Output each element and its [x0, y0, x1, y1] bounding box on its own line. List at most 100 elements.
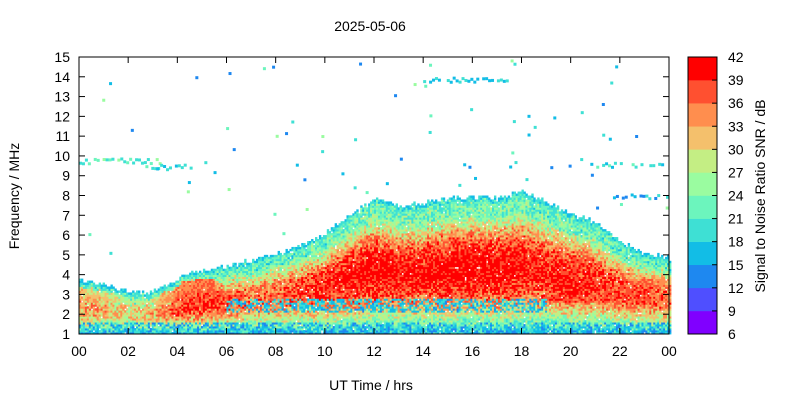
heatmap-cell — [134, 330, 137, 333]
heatmap-cell — [161, 298, 164, 301]
heatmap-cell — [236, 310, 239, 313]
heatmap-cell — [212, 314, 216, 317]
heatmap-cell — [139, 318, 143, 321]
heatmap-cell — [134, 320, 137, 323]
heatmap-cell — [132, 302, 135, 305]
heatmap-cell — [163, 296, 166, 299]
heatmap-cell — [112, 292, 115, 295]
heatmap-cell — [84, 328, 88, 331]
heatmap-cell — [161, 326, 164, 329]
heatmap-cell — [80, 324, 84, 327]
heatmap-cell — [214, 300, 218, 303]
heatmap-cell — [82, 320, 86, 323]
heatmap-cell — [197, 308, 200, 311]
heatmap-cell — [208, 280, 212, 283]
heatmap-cell — [88, 300, 92, 303]
heatmap-cell — [236, 306, 239, 309]
heatmap-cell — [98, 322, 102, 325]
heatmap-cell — [165, 290, 168, 293]
heatmap-cell — [226, 284, 229, 287]
heatmap-cell — [226, 328, 229, 331]
heatmap-cell — [177, 286, 180, 289]
heatmap-cell — [167, 312, 170, 315]
heatmap-cell — [136, 310, 139, 313]
heatmap-cell — [147, 330, 151, 333]
heatmap-cell — [210, 274, 214, 278]
heatmap-cell — [175, 330, 178, 333]
heatmap-cell — [151, 294, 155, 297]
heatmap-cell — [167, 298, 170, 301]
heatmap-cell — [193, 302, 196, 305]
heatmap-cell — [200, 332, 204, 335]
heatmap-cell — [112, 328, 115, 331]
heatmap-cell — [124, 294, 127, 297]
heatmap-cell — [197, 316, 200, 319]
heatmap-cell — [132, 318, 135, 321]
heatmap-cell — [108, 286, 111, 289]
heatmap-cell — [177, 288, 180, 291]
heatmap-cell — [82, 302, 86, 305]
heatmap-cell — [126, 314, 129, 317]
heatmap-cell — [151, 308, 155, 311]
heatmap-cell — [145, 310, 149, 313]
heatmap-cell — [236, 294, 239, 297]
heatmap-cell — [112, 286, 115, 289]
heatmap-cell — [181, 280, 184, 283]
heatmap-cell — [147, 308, 151, 311]
heatmap-cell — [173, 296, 176, 299]
heatmap-cell — [161, 324, 164, 327]
heatmap-cell — [106, 294, 109, 297]
heatmap-cell — [138, 296, 141, 299]
heatmap-cell — [198, 314, 202, 317]
heatmap-cell — [112, 314, 115, 317]
heatmap-cell — [208, 312, 212, 315]
heatmap-cell — [143, 328, 147, 331]
heatmap-cell — [145, 320, 149, 323]
heatmap-cell — [181, 282, 184, 285]
heatmap-cell — [98, 292, 102, 295]
heatmap-cell — [138, 324, 141, 327]
heatmap-cell — [173, 308, 176, 311]
heatmap-cell — [118, 308, 121, 311]
heatmap-cell — [206, 332, 210, 335]
heatmap-cell — [155, 302, 159, 305]
heatmap-cell — [86, 314, 90, 317]
heatmap-cell — [202, 306, 206, 309]
heatmap-cell — [198, 330, 202, 333]
heatmap-cell — [82, 318, 86, 321]
heatmap-cell — [195, 300, 198, 303]
heatmap-cell — [232, 310, 235, 313]
heatmap-cell — [94, 304, 98, 307]
heatmap-cell — [124, 330, 127, 333]
heatmap-cell — [187, 284, 190, 287]
heatmap-cell — [181, 316, 184, 319]
heatmap-cell — [208, 304, 212, 307]
heatmap-cell — [116, 330, 119, 333]
heatmap-cell — [204, 308, 208, 311]
heatmap-cell — [165, 298, 168, 301]
heatmap-cell — [139, 332, 143, 335]
heatmap-cell — [222, 322, 225, 325]
heatmap-cell — [181, 278, 184, 281]
heatmap-cell — [204, 310, 208, 313]
heatmap-cell — [202, 292, 206, 295]
heatmap-cell — [181, 306, 184, 309]
heatmap-cell — [82, 308, 86, 311]
heatmap-cell — [173, 290, 176, 293]
heatmap-cell — [151, 296, 155, 299]
heatmap-cell — [181, 298, 184, 301]
heatmap-cell — [222, 300, 225, 303]
heatmap-cell — [244, 258, 247, 262]
heatmap-cell — [155, 328, 159, 331]
heatmap-cell — [108, 310, 111, 313]
heatmap-cell — [204, 300, 208, 303]
heatmap-cell — [134, 292, 137, 295]
heatmap-cell — [100, 320, 103, 323]
heatmap-cell — [92, 318, 96, 321]
heatmap-cell — [171, 300, 174, 303]
heatmap-cell — [104, 322, 107, 325]
heatmap-cell — [232, 264, 235, 268]
heatmap-cell — [157, 316, 161, 319]
heatmap-cell — [189, 288, 192, 291]
heatmap-cell — [116, 296, 119, 299]
